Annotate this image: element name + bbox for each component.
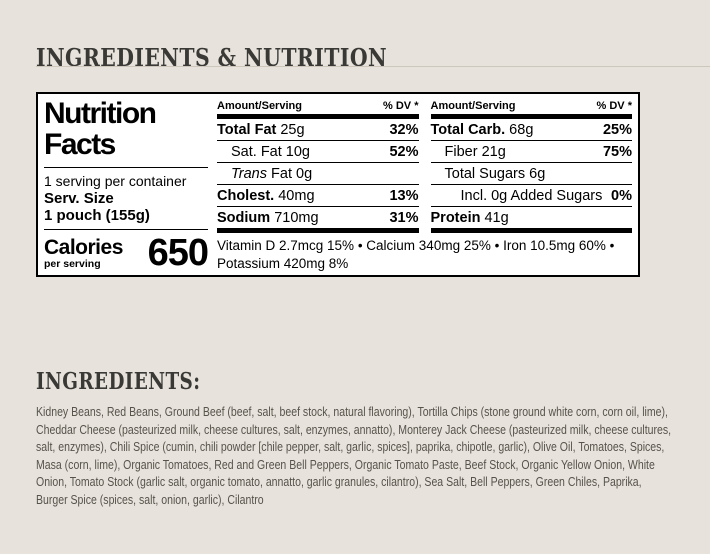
section-title: INGREDIENTS & NUTRITION	[36, 42, 388, 72]
nutrient-name: Cholest. 40mg	[217, 187, 315, 204]
nutrient-column-left: Amount/Serving % DV * Total Fat 25g 32% Sa…	[217, 98, 419, 233]
nutrient-dv-value: 31%	[389, 209, 419, 226]
ingredients-text: Kidney Beans, Red Beans, Ground Beef (be…	[36, 404, 672, 507]
nutrition-facts-summary: Nutrition Facts 1 serving per container …	[44, 97, 209, 274]
column-header: Amount/Serving % DV *	[431, 98, 633, 114]
label-divider	[44, 229, 208, 230]
nutrient-columns: Amount/Serving % DV * Total Fat 25g 32% Sa…	[217, 98, 632, 233]
nutrition-facts-title-line2: Facts	[44, 128, 116, 161]
calories-value: 650	[147, 232, 209, 274]
nutrient-row: Protein 41g	[431, 207, 633, 228]
amount-serving-header: Amount/Serving	[430, 100, 516, 112]
nutrient-name: Sodium 710mg	[217, 209, 319, 226]
label-divider	[44, 167, 208, 168]
nutrient-row: Cholest. 40mg 13%	[217, 185, 419, 207]
ingredients-title: INGREDIENTS:	[36, 368, 201, 395]
nutrient-name: Fiber 21g	[444, 143, 506, 160]
nutrition-facts-detail: Amount/Serving % DV * Total Fat 25g 32% Sa…	[217, 97, 632, 272]
thick-rule	[430, 114, 632, 119]
nutrient-row: Sodium 710mg 31%	[217, 207, 419, 228]
percent-dv-header: % DV *	[596, 100, 632, 112]
nutrient-row: Total Sugars 6g	[430, 163, 632, 185]
nutrient-name: Sat. Fat 10g	[231, 143, 310, 160]
calories-sublabel: per serving	[44, 258, 101, 270]
servings-per-container: 1 serving per container	[44, 173, 187, 189]
column-header: Amount/Serving % DV *	[217, 98, 419, 114]
nutrient-dv-value: 52%	[389, 143, 419, 160]
nutrition-facts-label: Nutrition Facts 1 serving per container …	[36, 92, 640, 277]
nutrient-dv-value: 25%	[602, 121, 632, 138]
nutrient-dv-value: 32%	[389, 121, 419, 138]
nutrient-dv-value: 13%	[389, 187, 419, 204]
nutrient-dv-value: 75%	[602, 143, 632, 160]
serving-size-label: Serv. Size	[44, 190, 114, 207]
section-divider	[36, 66, 710, 67]
nutrition-facts-title: Nutrition Facts	[44, 98, 208, 160]
nutrient-name: Trans Fat 0g	[231, 165, 313, 182]
nutrient-row: Trans Fat 0g	[217, 163, 419, 185]
nutrient-row: Total Carb. 68g 25%	[430, 119, 632, 141]
thick-rule	[217, 228, 419, 233]
nutrient-rows: Total Carb. 68g 25% Fiber 21g 75% Total Suga…	[430, 119, 633, 228]
nutrition-facts-title-line1: Nutrition	[44, 97, 157, 130]
thick-rule	[430, 228, 632, 233]
nutrient-name: Protein 41g	[430, 209, 509, 226]
nutrient-rows: Total Fat 25g 32% Sat. Fat 10g 52% Trans Fat…	[217, 119, 419, 228]
nutrient-row: Total Fat 25g 32%	[217, 119, 419, 141]
calories-row: Calories per serving 650	[44, 232, 209, 274]
nutrient-name: Total Carb. 68g	[430, 121, 534, 138]
calories-label: Calories	[44, 236, 123, 259]
calories-label-block: Calories per serving	[44, 237, 123, 270]
nutrient-dv-value: 0%	[611, 187, 632, 204]
nutrient-row: Sat. Fat 10g 52%	[217, 141, 419, 163]
nutrient-row: Incl. 0g Added Sugars 0%	[430, 185, 632, 207]
vitamins-footnote: Vitamin D 2.7mcg 15% • Calcium 340mg 25%…	[217, 238, 615, 271]
serving-size-value: 1 pouch (155g)	[44, 207, 150, 224]
percent-dv-header: % DV *	[383, 100, 419, 112]
thick-rule	[217, 114, 419, 119]
nutrient-column-right: Amount/Serving % DV * Total Carb. 68g 25%…	[430, 98, 633, 233]
nutrient-name: Incl. 0g Added Sugars	[460, 187, 603, 204]
amount-serving-header: Amount/Serving	[217, 100, 302, 112]
nutrient-row: Fiber 21g 75%	[430, 141, 632, 163]
nutrient-name: Total Fat 25g	[217, 121, 305, 138]
nutrient-name: Total Sugars 6g	[444, 165, 546, 182]
